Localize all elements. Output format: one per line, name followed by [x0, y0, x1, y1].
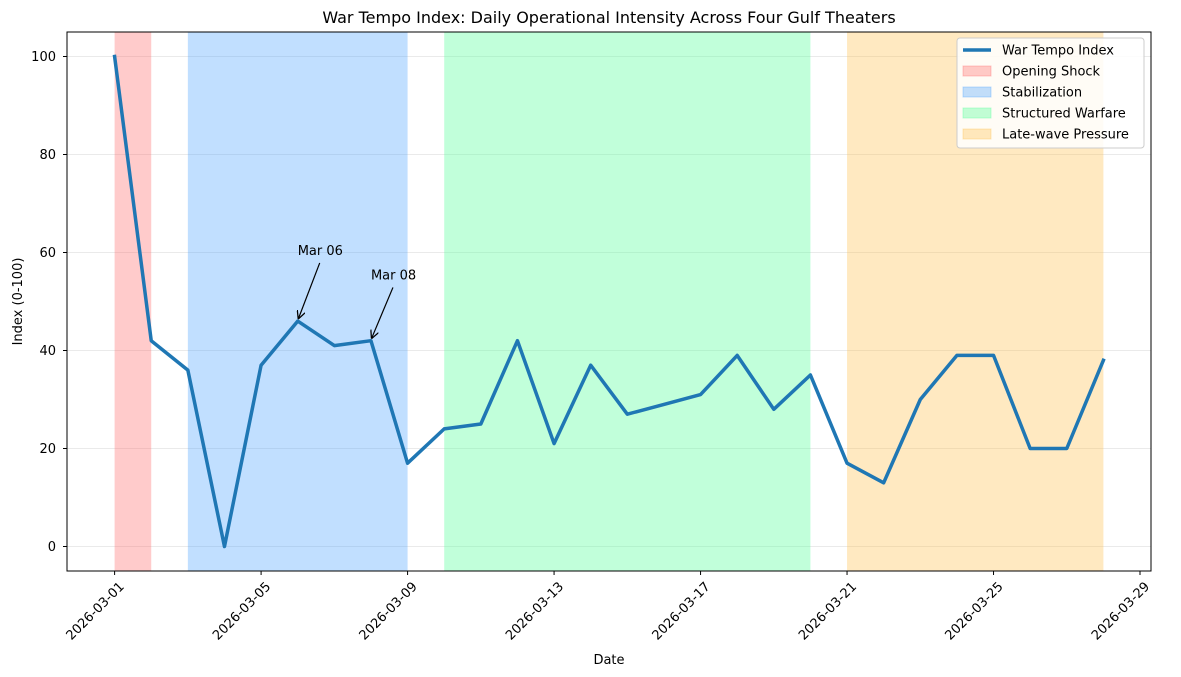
legend-label: Structured Warfare	[1002, 107, 1126, 122]
annotation-arrow	[298, 262, 321, 319]
x-tick-label: 2026-03-25	[943, 579, 1007, 643]
legend-patch-swatch	[962, 128, 992, 140]
phase-band	[444, 32, 811, 571]
series-line	[112, 54, 1106, 549]
chart-title: War Tempo Index: Daily Operational Inten…	[322, 8, 895, 27]
x-tick-label: 2026-03-21	[796, 579, 860, 643]
legend-label: War Tempo Index	[1002, 44, 1114, 59]
phase-bands	[114, 32, 1104, 571]
y-axis-label: Index (0-100)	[11, 258, 26, 346]
x-tick-label: 2026-03-17	[650, 579, 714, 643]
annotation-arrow	[371, 287, 394, 338]
grid	[67, 56, 1151, 547]
x-tick-label: 2026-03-09	[357, 579, 421, 643]
legend-patch-swatch	[962, 107, 992, 119]
x-tick-label: 2026-03-01	[64, 579, 128, 643]
annotation-label: Mar 08	[371, 268, 416, 283]
legend-box	[956, 37, 1145, 149]
y-tick-label: 40	[39, 344, 56, 359]
legend: War Tempo Index Opening Shock Stabilizatio…	[956, 37, 1145, 149]
legend-label: Opening Shock	[1002, 65, 1101, 80]
x-tick-label: 2026-03-05	[210, 579, 274, 643]
legend-label: Late-wave Pressure	[1002, 128, 1129, 143]
x-tick-label: 2026-03-29	[1089, 579, 1153, 643]
y-tick-label: 100	[31, 50, 56, 65]
legend-patch-swatch	[962, 65, 992, 77]
y-tick-label: 20	[39, 442, 56, 457]
annotation-label: Mar 06	[298, 244, 343, 259]
legend-patch-swatch	[962, 86, 992, 98]
legend-label: Stabilization	[1002, 86, 1082, 101]
annotations: Mar 06 Mar 08	[298, 244, 416, 339]
y-tick-label: 60	[39, 246, 56, 261]
series-layer	[112, 54, 1106, 549]
x-axis-label: Date	[593, 653, 624, 668]
x-tick-label: 2026-03-13	[503, 579, 567, 643]
plot-frame	[66, 31, 1152, 572]
phase-band	[187, 32, 408, 571]
y-tick-label: 0	[48, 540, 56, 555]
y-tick-label: 80	[39, 148, 56, 163]
